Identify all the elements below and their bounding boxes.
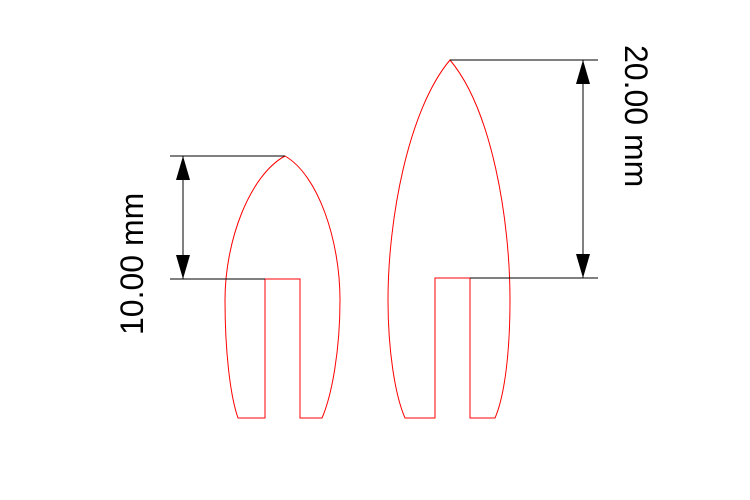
dim-left-arrow-bot — [176, 255, 190, 279]
dim-left-label: 10.00 mm — [114, 193, 150, 335]
shape-left — [225, 156, 340, 418]
dim-left-arrow-top — [176, 156, 190, 180]
dim-right-label: 20.00 mm — [618, 45, 654, 187]
shape-right — [388, 60, 510, 418]
dim-right-arrow-top — [576, 60, 590, 84]
diagram-canvas: 10.00 mm 20.00 mm — [0, 0, 750, 500]
dim-right-arrow-bot — [576, 254, 590, 278]
